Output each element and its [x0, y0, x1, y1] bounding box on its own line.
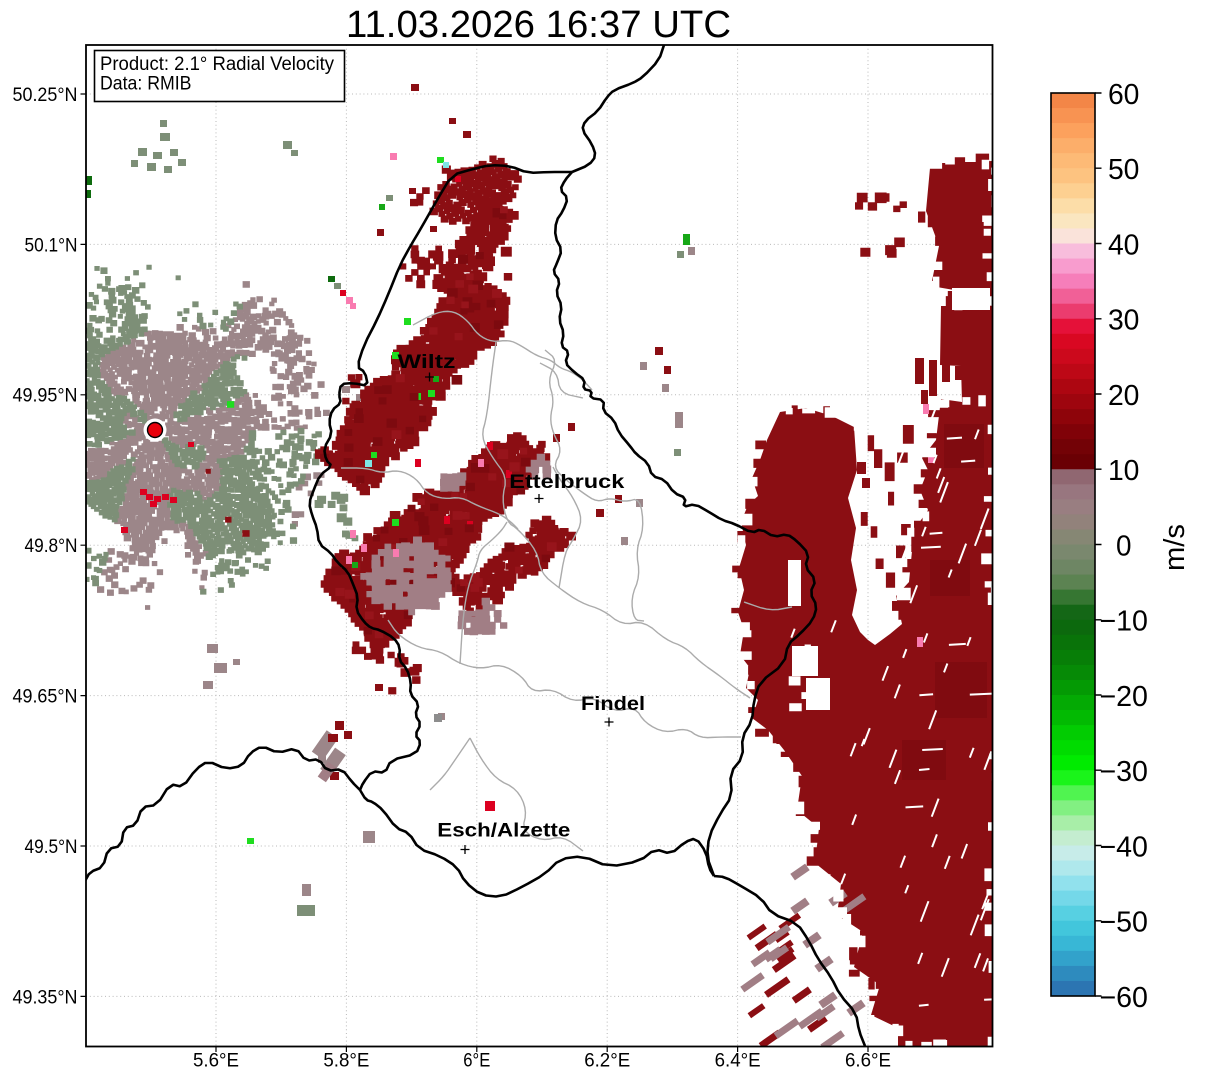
- svg-text:5.6°E: 5.6°E: [193, 1051, 239, 1072]
- svg-text:49.95°N: 49.95°N: [13, 386, 78, 407]
- svg-text:49.8°N: 49.8°N: [25, 536, 78, 557]
- svg-text:49.35°N: 49.35°N: [13, 987, 78, 1008]
- svg-text:−60: −60: [1099, 982, 1148, 1014]
- svg-text:−20: −20: [1099, 681, 1148, 713]
- svg-text:60: 60: [1108, 79, 1140, 111]
- svg-text:10: 10: [1108, 455, 1140, 487]
- svg-text:Data: RMIB: Data: RMIB: [100, 74, 192, 95]
- svg-text:11.03.2026 16:37 UTC: 11.03.2026 16:37 UTC: [346, 4, 731, 46]
- svg-text:40: 40: [1108, 229, 1140, 261]
- svg-text:20: 20: [1108, 380, 1140, 412]
- svg-text:6.6°E: 6.6°E: [845, 1051, 891, 1072]
- svg-text:6.2°E: 6.2°E: [584, 1051, 630, 1072]
- svg-text:Ettelbruck: Ettelbruck: [509, 472, 625, 493]
- svg-text:50: 50: [1108, 154, 1140, 186]
- svg-text:−10: −10: [1099, 606, 1148, 638]
- svg-text:−30: −30: [1099, 756, 1148, 788]
- svg-text:−40: −40: [1099, 831, 1148, 863]
- svg-text:6.4°E: 6.4°E: [715, 1051, 761, 1072]
- svg-text:50.1°N: 50.1°N: [25, 235, 78, 256]
- svg-text:49.5°N: 49.5°N: [25, 837, 78, 858]
- svg-text:49.65°N: 49.65°N: [13, 687, 78, 708]
- svg-text:6°E: 6°E: [463, 1051, 490, 1072]
- svg-text:m/s: m/s: [1159, 524, 1191, 571]
- svg-text:Wiltz: Wiltz: [398, 352, 456, 373]
- svg-text:Product: 2.1° Radial Velocity: Product: 2.1° Radial Velocity: [100, 54, 334, 75]
- svg-text:Esch/Alzette: Esch/Alzette: [437, 820, 570, 841]
- svg-text:30: 30: [1108, 305, 1140, 337]
- svg-text:50.25°N: 50.25°N: [13, 85, 78, 106]
- svg-text:Findel: Findel: [581, 694, 645, 715]
- svg-text:−50: −50: [1099, 907, 1148, 939]
- svg-text:0: 0: [1116, 530, 1132, 562]
- svg-text:5.8°E: 5.8°E: [323, 1051, 369, 1072]
